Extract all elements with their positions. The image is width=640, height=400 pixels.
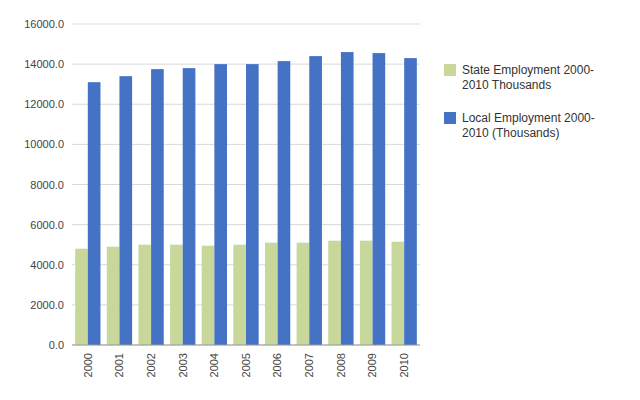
grid-line — [72, 345, 420, 346]
bar — [392, 242, 405, 345]
bar — [138, 245, 151, 345]
x-axis: 2000 2001 2002 2003 2004 2005 2006 2007 2008 2009… — [82, 353, 410, 377]
y-tick-label: 10000.0 — [24, 138, 64, 150]
bar — [119, 76, 132, 345]
bar — [246, 64, 259, 345]
bars — [75, 52, 417, 345]
bar — [75, 249, 88, 345]
bar — [183, 68, 196, 345]
y-axis: 0.0 2000.0 4000.0 6000.0 8000.0 10000.0 12000.… — [24, 18, 64, 351]
y-tick-label: 12000.0 — [24, 98, 64, 110]
legend-label-line: Local Employment 2000- — [462, 111, 595, 125]
bar — [278, 61, 291, 345]
y-tick-label: 2000.0 — [30, 299, 64, 311]
x-tick-label: 2004 — [208, 353, 220, 377]
grid-line — [72, 24, 420, 25]
x-tick-label: 2001 — [113, 353, 125, 377]
x-tick-label: 2009 — [366, 353, 378, 377]
x-tick-label: 2008 — [335, 353, 347, 377]
x-axis-line — [72, 345, 420, 346]
x-tick-label: 2003 — [177, 353, 189, 377]
x-tick-label: 2010 — [398, 353, 410, 377]
legend-swatch — [444, 64, 456, 76]
y-tick-label: 8000.0 — [30, 179, 64, 191]
y-tick-label: 16000.0 — [24, 18, 64, 30]
bar — [265, 243, 278, 345]
chart: 0.0 2000.0 4000.0 6000.0 8000.0 10000.0 12000.… — [0, 0, 640, 400]
bar — [170, 245, 183, 345]
legend: State Employment 2000-2010 Thousands Loca… — [444, 63, 595, 140]
legend-label-line: State Employment 2000- — [462, 63, 594, 77]
x-tick-label: 2006 — [271, 353, 283, 377]
bar — [309, 56, 322, 345]
bar — [404, 58, 417, 345]
legend-label: Local Employment 2000-2010 (Thousands) — [462, 111, 595, 140]
bar — [107, 247, 120, 345]
grid — [72, 24, 420, 345]
y-tick-label: 4000.0 — [30, 259, 64, 271]
x-tick-label: 2002 — [145, 353, 157, 377]
x-tick-label: 2007 — [303, 353, 315, 377]
bar — [88, 82, 101, 345]
legend-swatch — [444, 112, 456, 124]
bar — [328, 241, 341, 345]
bar — [214, 64, 227, 345]
bar — [233, 245, 246, 345]
bar — [341, 52, 354, 345]
bar — [202, 246, 215, 345]
y-tick-label: 0.0 — [49, 339, 64, 351]
legend-label-line: 2010 Thousands — [462, 78, 551, 92]
y-tick-label: 6000.0 — [30, 219, 64, 231]
legend-label-line: 2010 (Thousands) — [462, 126, 559, 140]
legend-label: State Employment 2000-2010 Thousands — [462, 63, 594, 92]
bar — [151, 69, 164, 345]
bar — [360, 241, 373, 345]
bar — [373, 53, 386, 345]
y-tick-label: 14000.0 — [24, 58, 64, 70]
bar — [297, 243, 310, 345]
x-tick-label: 2005 — [240, 353, 252, 377]
x-tick-label: 2000 — [82, 353, 94, 377]
